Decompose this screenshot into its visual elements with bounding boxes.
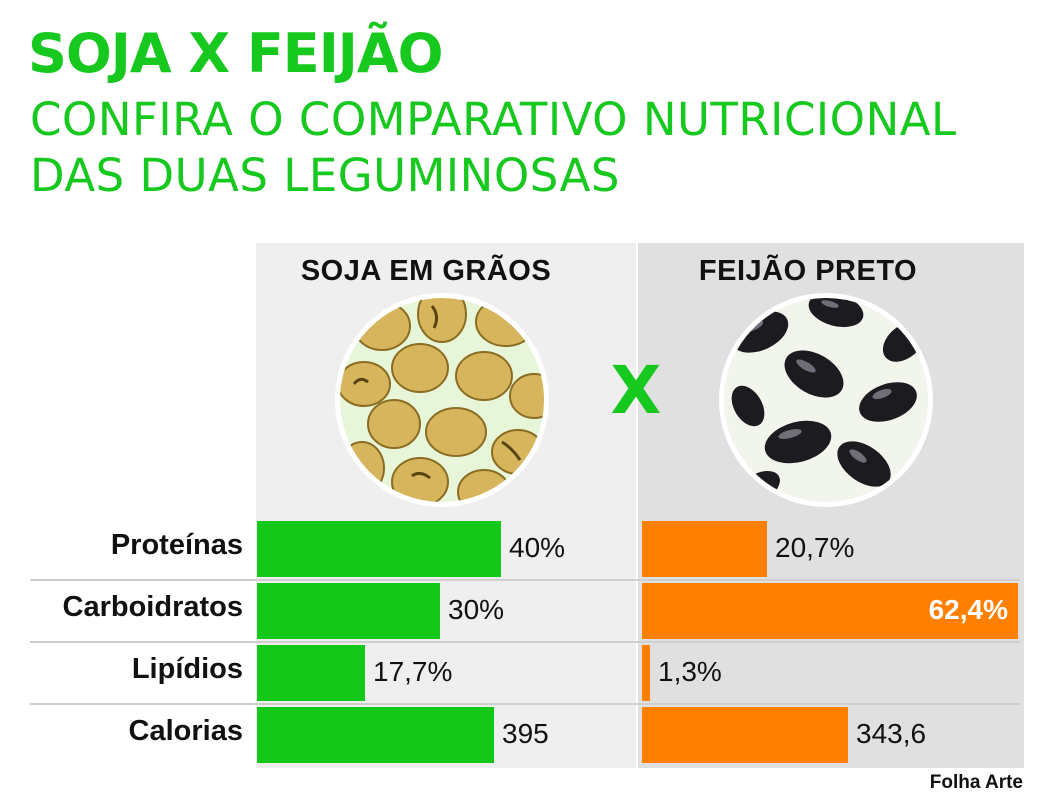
soja-bar — [257, 707, 494, 763]
soja-bar — [257, 521, 501, 577]
feijao-value-label: 343,6 — [856, 718, 927, 749]
category-label: Carboidratos — [62, 591, 243, 623]
feijao-value-label: 62,4% — [928, 594, 1008, 625]
column-header-soja: SOJA EM GRÃOS — [300, 255, 552, 287]
credit: Folha Arte — [929, 772, 1023, 793]
feijao-bar — [642, 583, 1018, 639]
soja-value-label: 17,7% — [373, 656, 453, 687]
feijao-value-label: 20,7% — [775, 532, 855, 563]
feijao-bar — [642, 645, 650, 701]
soja-bar — [257, 645, 365, 701]
feijao-bar — [642, 521, 767, 577]
soja-value-label: 30% — [448, 594, 505, 625]
versus-mark: X — [610, 352, 662, 429]
soja-bar — [257, 583, 440, 639]
soja-value-label: 40% — [509, 532, 566, 563]
row-divider — [30, 641, 1020, 643]
category-label: Calorias — [128, 715, 243, 747]
feijao-value-label: 1,3% — [658, 656, 722, 687]
column-header-feijao: FEIJÃO PRETO — [698, 255, 918, 287]
row-divider — [30, 579, 1020, 581]
feijao-bar — [642, 707, 848, 763]
page-title: SOJA X FEIJÃO — [28, 22, 444, 85]
row-divider — [30, 703, 1020, 705]
soybean-illustration — [335, 293, 549, 507]
page-subtitle: CONFIRA O COMPARATIVO NUTRICIONAL DAS DU… — [30, 93, 957, 202]
category-label: Proteínas — [110, 529, 243, 561]
soja-value-label: 395 — [502, 718, 549, 749]
category-label: Lipídios — [131, 653, 243, 685]
black-bean-illustration — [719, 293, 933, 507]
